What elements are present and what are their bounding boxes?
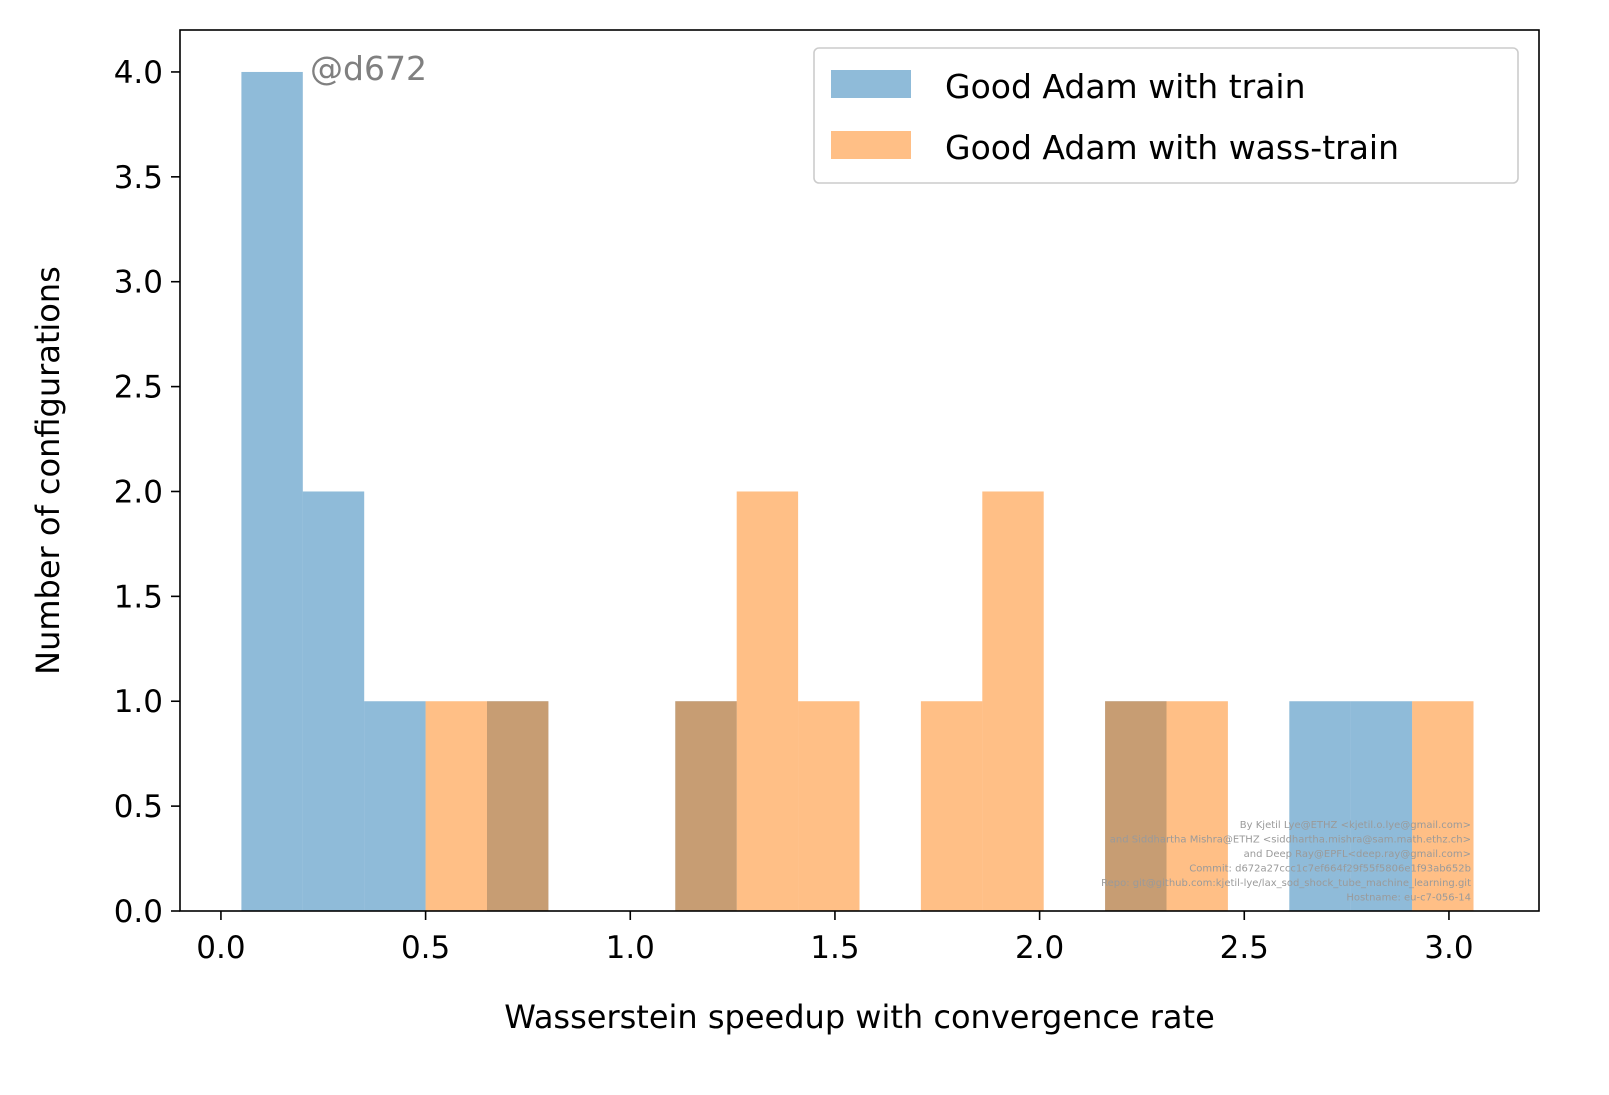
- y-tick-label: 2.0: [114, 474, 163, 510]
- x-tick-label: 0.0: [196, 930, 245, 966]
- credit-line: Hostname: eu-c7-056-14: [1346, 893, 1471, 904]
- legend-swatch-wass-train: [831, 131, 911, 159]
- axes-layer: [179, 29, 1540, 912]
- plot-frame: [179, 29, 1540, 912]
- x-tick-label: 2.0: [1015, 930, 1064, 966]
- credits-block: By Kjetil Lye@ETHZ <kjetil.o.lye@gmail.c…: [1101, 820, 1471, 904]
- y-tick-label: 0.5: [114, 789, 163, 825]
- legend: Good Adam with train Good Adam with wass…: [813, 47, 1519, 184]
- bar-wass-train: [487, 701, 549, 911]
- credit-line: Commit: d672a27ccc1c7ef664f29f55f5806e1f…: [1189, 864, 1471, 875]
- x-tick-label: 1.0: [606, 930, 655, 966]
- x-tick-label: 0.5: [401, 930, 450, 966]
- legend-label-wass-train: Good Adam with wass-train: [945, 128, 1399, 167]
- bar-train: [302, 491, 365, 911]
- commit-annotation: @d672: [310, 49, 427, 88]
- bar-wass-train: [920, 701, 983, 911]
- legend-box: [813, 47, 1519, 184]
- y-tick-label: 2.5: [114, 370, 163, 406]
- bar-wass-train: [736, 491, 799, 911]
- legend-swatch-train: [831, 70, 911, 98]
- bar-wass-train: [1166, 701, 1228, 911]
- x-axis-ticks: 0.0 0.5 1.0 1.5 2.0 2.5 3.0: [196, 911, 1474, 966]
- credit-line: Repo: git@github.com:kjetil-lye/lax_sod_…: [1101, 878, 1471, 889]
- y-tick-label: 3.5: [114, 160, 163, 196]
- bar-wass-train: [982, 491, 1044, 911]
- credit-line: and Siddhartha Mishra@ETHZ <siddhartha.m…: [1110, 835, 1471, 846]
- y-axis-ticks: 0.0 0.5 1.0 1.5 2.0 2.5 3.0 3.5 4.0: [114, 55, 180, 930]
- x-axis-label: Wasserstein speedup with convergence rat…: [504, 998, 1215, 1036]
- bar-wass-train: [1412, 701, 1474, 911]
- bar-train: [1289, 701, 1351, 911]
- bar-wass-train: [675, 701, 737, 911]
- legend-label-train: Good Adam with train: [945, 67, 1306, 106]
- bars-layer: [241, 71, 1474, 911]
- x-tick-label: 1.5: [810, 930, 859, 966]
- credit-line: and Deep Ray@EPFL<deep.ray@gmail.com>: [1244, 849, 1471, 860]
- x-tick-label: 3.0: [1424, 930, 1473, 966]
- bar-train: [364, 701, 426, 911]
- credit-line: By Kjetil Lye@ETHZ <kjetil.o.lye@gmail.c…: [1240, 820, 1471, 831]
- bar-wass-train: [1105, 701, 1167, 911]
- y-tick-label: 3.0: [114, 265, 163, 301]
- bar-wass-train: [798, 701, 860, 911]
- y-tick-label: 1.0: [114, 684, 163, 720]
- bar-train: [241, 71, 303, 911]
- y-tick-label: 4.0: [114, 55, 163, 91]
- y-tick-label: 1.5: [114, 579, 163, 615]
- y-axis-label: Number of configurations: [29, 266, 67, 675]
- bar-wass-train: [425, 701, 488, 911]
- y-tick-label: 0.0: [114, 894, 163, 930]
- x-tick-label: 2.5: [1220, 930, 1269, 966]
- bar-train: [1350, 701, 1413, 911]
